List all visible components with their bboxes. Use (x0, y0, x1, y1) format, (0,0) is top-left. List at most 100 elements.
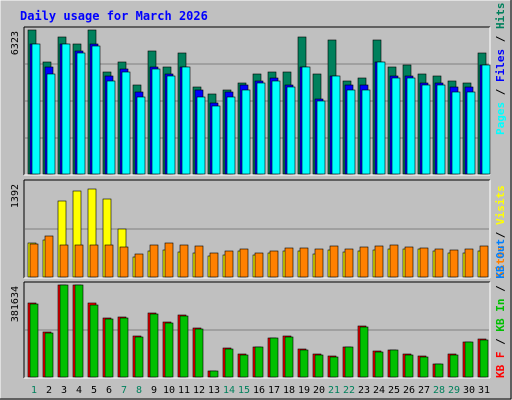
bar-sites-day-27 (419, 247, 429, 278)
bar-kb-in-day-23 (359, 326, 369, 378)
x-tick-day-24: 24 (373, 385, 385, 396)
bar-sites-day-11 (179, 244, 189, 278)
bar-sites-day-20 (314, 248, 324, 278)
bar-pages-day-26 (406, 77, 416, 175)
x-tick-day-20: 20 (313, 385, 325, 396)
bar-kb-in-day-26 (404, 354, 414, 378)
bar-kb-in-day-11 (179, 315, 189, 378)
bar-pages-day-10 (166, 75, 176, 175)
bar-kb-in-day-15 (239, 354, 249, 378)
bar-pages-day-28 (436, 84, 446, 175)
bar-pages-day-17 (271, 80, 281, 175)
bar-pages-day-19 (301, 66, 311, 175)
x-tick-day-23: 23 (358, 385, 370, 396)
x-tick-day-25: 25 (388, 385, 400, 396)
bar-kb-in-day-29 (449, 354, 459, 378)
bar-sites-day-4 (74, 244, 84, 278)
bar-kb-in-day-17 (269, 337, 279, 378)
bar-kb-in-day-22 (344, 346, 354, 378)
bar-sites-day-15 (239, 248, 249, 278)
bar-sites-day-17 (269, 250, 279, 278)
legend-hits-files-pages: Pages / Files / Hits (494, 3, 507, 136)
legend-visits-sites: Sites / Visits (494, 185, 507, 278)
legend-separator: / (494, 29, 507, 49)
bar-pages-day-13 (211, 105, 221, 175)
legend-entry-sites: Sites (494, 245, 507, 278)
bar-kb-in-day-31 (479, 339, 489, 378)
bar-pages-day-7 (121, 71, 131, 175)
x-tick-day-8: 8 (136, 385, 142, 396)
x-tick-day-21: 21 (328, 385, 340, 396)
bar-sites-day-14 (224, 250, 234, 278)
bar-sites-day-10 (164, 242, 174, 278)
bar-sites-day-13 (209, 252, 219, 278)
legend-entry-files: Files (494, 49, 507, 82)
bar-sites-day-30 (464, 248, 474, 278)
bar-pages-day-6 (106, 80, 116, 175)
bar-kb-in-day-3 (59, 284, 69, 378)
x-tick-day-16: 16 (253, 385, 265, 396)
x-tick-day-27: 27 (418, 385, 430, 396)
x-tick-day-4: 4 (76, 385, 82, 396)
x-tick-day-31: 31 (478, 385, 490, 396)
legend-entry-kb-in: KB In (494, 299, 507, 332)
bar-pages-day-25 (391, 77, 401, 175)
bar-sites-day-9 (149, 244, 159, 278)
bar-kb-in-day-16 (254, 346, 264, 378)
bar-kb-in-day-7 (119, 317, 129, 378)
x-tick-day-30: 30 (463, 385, 475, 396)
chart-title: Daily usage for March 2026 (20, 9, 208, 23)
bar-kb-in-day-28 (434, 363, 444, 378)
legend-separator: / (494, 332, 507, 352)
bar-sites-day-8 (134, 253, 144, 278)
bar-sites-day-16 (254, 252, 264, 278)
bar-pages-day-16 (256, 82, 266, 175)
bar-kb-in-day-20 (314, 354, 324, 378)
bar-kb-in-day-27 (419, 356, 429, 378)
legend-entry-pages: Pages (494, 102, 507, 135)
x-tick-day-28: 28 (433, 385, 445, 396)
bar-sites-day-23 (359, 246, 369, 278)
x-tick-day-1: 1 (31, 385, 37, 396)
legend-entry-visits: Visits (494, 185, 507, 225)
bar-sites-day-18 (284, 247, 294, 278)
bar-pages-day-8 (136, 96, 146, 175)
y-max-label: 6323 (10, 31, 21, 55)
bar-kb-in-day-19 (299, 349, 309, 378)
bar-kb-in-day-1 (29, 303, 39, 378)
y-max-label: 381634 (10, 286, 21, 322)
bar-kb-in-day-2 (44, 332, 54, 378)
x-tick-day-15: 15 (238, 385, 250, 396)
bar-kb-in-day-21 (329, 356, 339, 378)
x-tick-day-3: 3 (61, 385, 67, 396)
bar-pages-day-31 (481, 64, 491, 175)
bar-sites-day-25 (389, 244, 399, 278)
bar-sites-day-21 (329, 245, 339, 278)
y-max-label: 1392 (10, 184, 21, 208)
bar-sites-day-3 (59, 244, 69, 278)
bar-pages-day-24 (376, 61, 386, 175)
x-tick-day-9: 9 (151, 385, 157, 396)
bar-pages-day-29 (451, 91, 461, 175)
legend-separator: / (494, 225, 507, 245)
x-tick-day-17: 17 (268, 385, 280, 396)
bar-kb-in-day-4 (74, 284, 84, 378)
bar-kb-in-day-18 (284, 336, 294, 378)
bar-pages-day-12 (196, 96, 206, 175)
bar-sites-day-31 (479, 245, 489, 278)
bar-sites-day-24 (374, 245, 384, 278)
x-tick-day-14: 14 (223, 385, 235, 396)
x-tick-day-19: 19 (298, 385, 310, 396)
legend-entry-kb-out: KB Out (494, 239, 507, 279)
bar-sites-day-6 (104, 244, 114, 278)
bar-pages-day-1 (31, 43, 41, 175)
bar-pages-day-5 (91, 45, 101, 175)
x-tick-day-22: 22 (343, 385, 355, 396)
bar-kb-in-day-5 (89, 304, 99, 378)
bar-sites-day-26 (404, 246, 414, 278)
bar-sites-day-1 (29, 243, 39, 278)
bar-pages-day-22 (346, 89, 356, 175)
bar-kb-in-day-12 (194, 328, 204, 378)
